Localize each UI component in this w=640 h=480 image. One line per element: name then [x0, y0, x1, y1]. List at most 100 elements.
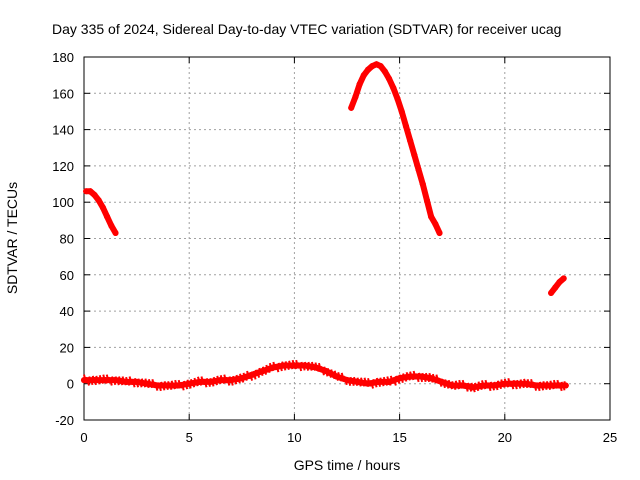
baseline-noise-mark — [219, 375, 224, 382]
baseline-noise-mark — [463, 382, 467, 390]
baseline-noise-mark — [191, 381, 196, 388]
baseline-noise-mark — [174, 379, 178, 387]
baseline-noise-mark — [474, 382, 478, 390]
baseline-noise-mark — [147, 378, 152, 386]
baseline-noise-mark — [272, 361, 276, 369]
baseline-noise-mark — [388, 379, 392, 386]
baseline-noise-mark — [200, 376, 204, 383]
baseline-noise-mark — [500, 379, 504, 386]
baseline-noise-mark — [554, 382, 559, 389]
baseline-noise-mark — [240, 376, 245, 383]
y-axis-label: SDTVAR / TECUs — [4, 182, 20, 294]
baseline-noise-mark — [111, 376, 115, 383]
data-point — [419, 181, 426, 188]
baseline-noise-mark — [268, 362, 273, 370]
baseline-noise-mark — [121, 376, 126, 383]
baseline-noise-mark — [198, 379, 203, 386]
baseline-noise-mark — [116, 378, 120, 386]
baseline-noise-mark — [175, 382, 180, 389]
baseline-noise-mark — [93, 378, 97, 386]
baseline-noise-mark — [502, 381, 506, 388]
baseline-noise-mark — [517, 382, 522, 389]
baseline-noise-mark — [221, 377, 225, 384]
baseline-noise-mark — [395, 375, 399, 383]
baseline-noise-mark — [274, 363, 278, 371]
baseline-noise-mark — [312, 364, 317, 371]
baseline-noise-mark — [104, 377, 108, 384]
baseline-noise-mark — [118, 376, 122, 383]
baseline-noise-mark — [363, 377, 368, 384]
data-point — [423, 197, 430, 204]
y-tick-label: 40 — [60, 304, 74, 319]
baseline-noise-mark — [128, 376, 133, 383]
data-point — [348, 104, 355, 111]
baseline-noise-mark — [97, 378, 101, 385]
baseline-noise-mark — [524, 381, 529, 389]
baseline-noise-mark — [207, 380, 211, 387]
baseline-noise-mark — [402, 373, 406, 380]
baseline-noise-mark — [309, 364, 313, 371]
baseline-noise-mark — [289, 362, 294, 370]
baseline-noise-mark — [367, 378, 371, 385]
baseline-noise-mark — [347, 379, 352, 387]
baseline-noise-mark — [246, 370, 250, 378]
y-tick-label: 120 — [52, 159, 74, 174]
baseline-noise-mark — [132, 381, 136, 388]
baseline-noise-mark — [84, 376, 89, 384]
baseline-noise-mark — [526, 378, 531, 386]
data-point — [548, 289, 555, 296]
data-point — [377, 63, 384, 70]
baseline-noise-mark — [358, 380, 362, 387]
baseline-noise-mark — [123, 378, 127, 386]
baseline-noise-mark — [256, 371, 261, 378]
baseline-noise-mark — [226, 379, 231, 386]
baseline-noise-mark — [193, 377, 197, 385]
y-tick-label: 0 — [67, 377, 74, 392]
baseline-noise-mark — [279, 364, 283, 372]
baseline-noise-mark — [521, 381, 525, 389]
baseline-noise-mark — [528, 381, 532, 389]
baseline-noise-mark — [130, 378, 134, 386]
baseline-noise-mark — [405, 372, 410, 379]
baseline-noise-mark — [484, 379, 488, 387]
baseline-noise-mark — [86, 379, 90, 386]
baseline-noise-mark — [559, 384, 563, 392]
baseline-noise-mark — [214, 378, 218, 386]
baseline-noise-mark — [456, 382, 460, 390]
y-tick-label: 160 — [52, 86, 74, 101]
baseline-noise-mark — [296, 362, 301, 369]
baseline-noise-mark — [563, 381, 567, 388]
baseline-noise-mark — [151, 378, 155, 386]
baseline-noise-mark — [270, 364, 275, 372]
baseline-noise-mark — [349, 376, 353, 384]
baseline-noise-mark — [188, 382, 192, 389]
baseline-noise-mark — [379, 377, 383, 384]
baseline-noise-mark — [149, 381, 154, 389]
baseline-noise-mark — [253, 373, 257, 380]
data-point — [87, 188, 94, 195]
baseline-noise-mark — [412, 370, 417, 378]
data-point — [112, 230, 119, 237]
baseline-noise-mark — [95, 375, 99, 383]
data-point — [356, 81, 363, 88]
baseline-noise-mark — [481, 380, 485, 387]
baseline-noise-mark — [212, 376, 217, 384]
baseline-noise-mark — [538, 381, 543, 389]
baseline-noise-mark — [433, 376, 438, 384]
baseline-noise-mark — [505, 381, 510, 388]
baseline-noise-mark — [332, 372, 336, 380]
baseline-noise-mark — [158, 384, 162, 392]
baseline-noise-mark — [368, 380, 373, 387]
baseline-noise-mark — [488, 384, 492, 392]
baseline-noise-mark — [510, 382, 515, 390]
baseline-noise-mark — [265, 364, 269, 372]
baseline-noise-mark — [260, 369, 264, 377]
baseline-noise-mark — [288, 360, 292, 367]
data-point — [394, 95, 401, 102]
baseline-noise-mark — [372, 378, 376, 386]
baseline-noise-mark — [154, 384, 159, 391]
baseline-noise-mark — [414, 373, 418, 380]
data-point — [428, 213, 435, 220]
baseline-noise-mark — [391, 377, 396, 384]
baseline-noise-mark — [374, 381, 378, 388]
